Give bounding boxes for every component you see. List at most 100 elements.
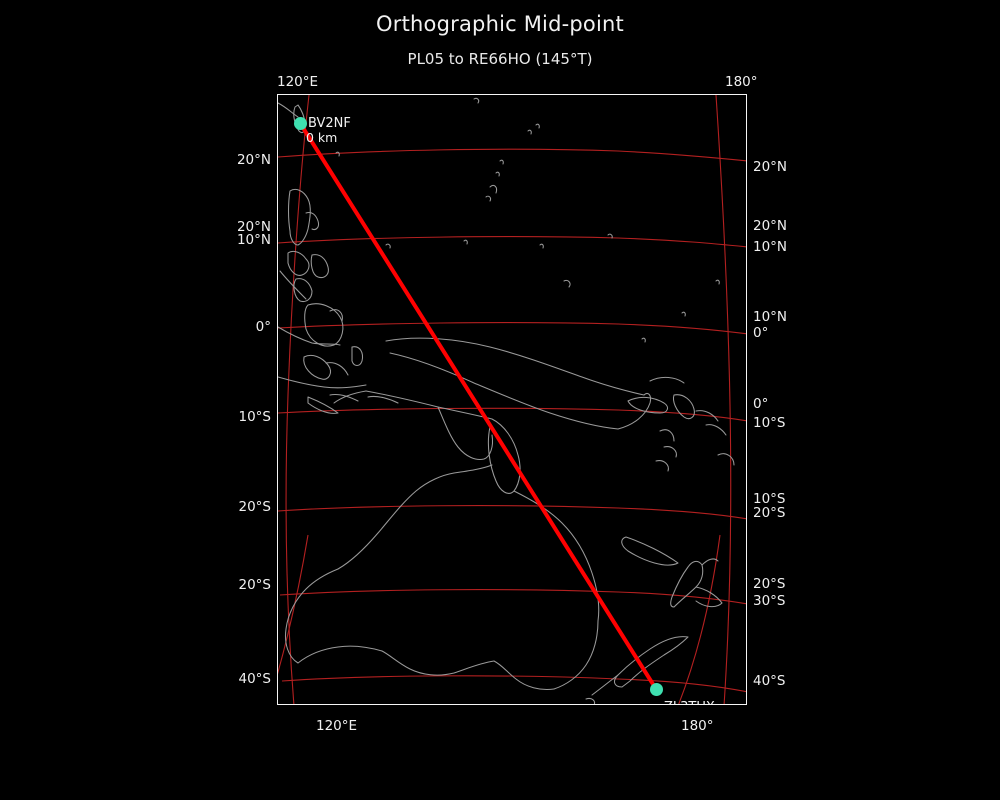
coast-borneo-ne — [278, 326, 341, 346]
marker-endpoint-b[interactable] — [649, 682, 663, 696]
coast-philippines-mid — [287, 250, 310, 276]
axis-tick-right-5: 0° — [753, 396, 769, 412]
marker-label-b: ZL3TUX — [664, 700, 715, 704]
coast-nz-stewart — [585, 697, 596, 704]
coast-nz-south — [613, 636, 689, 688]
axis-tick-left-4: 10°S — [238, 409, 272, 425]
coast-mariana-2 — [527, 129, 532, 135]
coast-lesser-sunda-1 — [329, 393, 359, 402]
coast-solomons-2 — [705, 424, 727, 436]
meridian-130e — [278, 534, 309, 675]
coastlines-group — [278, 97, 735, 704]
axis-tick-right-10: 30°S — [753, 593, 786, 609]
axis-tick-left-2: 10°N — [236, 232, 271, 248]
coast-sulawesi-arm — [325, 362, 349, 376]
axis-tick-right-4: 0° — [753, 325, 769, 341]
coast-mariana-5 — [489, 184, 498, 194]
coast-mariana-6 — [485, 195, 492, 202]
coast-newcaledonia — [621, 536, 679, 566]
coast-australia-e — [553, 620, 599, 690]
axis-tick-right-0: 20°N — [753, 159, 788, 175]
marker-endpoint-a[interactable] — [293, 116, 307, 130]
coast-australia-se — [493, 660, 555, 690]
coast-small-1 — [335, 151, 340, 157]
coast-new-ireland — [649, 376, 685, 384]
coast-china-se — [278, 102, 299, 118]
coast-nz-north-2 — [695, 586, 723, 608]
coast-small-2 — [473, 97, 480, 104]
latitude-line-40s — [281, 675, 746, 693]
coast-java-bali — [278, 376, 367, 389]
great-circle-path — [298, 121, 658, 691]
coast-nz-north-3 — [701, 558, 719, 566]
axis-tick-right-9: 20°S — [753, 576, 786, 592]
axis-tick-left-3: 0° — [255, 319, 271, 335]
figure-subtitle: PL05 to RE66HO (145°T) — [407, 50, 593, 68]
axis-label-top-right: 180° — [725, 74, 758, 90]
coast-australia-w — [285, 568, 339, 664]
figure-title: Orthographic Mid-point — [376, 12, 624, 36]
coast-lesser-sunda-2 — [367, 395, 399, 404]
axis-tick-left-0: 20°N — [236, 152, 271, 168]
coast-solomons-1 — [695, 410, 719, 422]
latitude-line-10s — [278, 407, 746, 422]
axis-tick-right-2: 10°N — [753, 239, 788, 255]
coast-philippines-samar — [310, 254, 329, 278]
coast-palawan — [279, 270, 307, 300]
axis-tick-right-3: 10°N — [753, 309, 788, 325]
coast-luzon-detail — [305, 211, 320, 231]
coast-mariana-3 — [499, 159, 504, 165]
coast-australia-bight — [297, 645, 383, 664]
axis-label-bottom-left: 120°E — [316, 718, 358, 734]
coast-australia-nw2 — [453, 464, 493, 474]
coast-caroline-1 — [463, 239, 468, 245]
coast-fiji — [717, 453, 735, 466]
axis-tick-right-1: 20°N — [753, 218, 788, 234]
meridian-180 — [715, 95, 732, 704]
coast-papua-south — [389, 352, 619, 430]
graticule-group — [278, 95, 746, 704]
coast-palau — [385, 243, 391, 249]
coast-caroline-3 — [607, 233, 613, 239]
coast-nauru — [681, 311, 686, 317]
axis-tick-right-7: 10°S — [753, 491, 786, 507]
axis-tick-left-6: 20°S — [238, 577, 272, 593]
axis-tick-left-7: 40°S — [238, 671, 272, 687]
marker-label-a: BV2NF — [308, 116, 351, 131]
axis-tick-right-8: 20°S — [753, 505, 786, 521]
map-plot-area[interactable]: BV2NF 0 km ZL3TUX 9,274 km — [277, 94, 747, 705]
coast-vanuatu-2 — [663, 446, 677, 458]
axis-label-bottom-right: 180° — [681, 718, 714, 734]
coast-new-britain — [627, 396, 668, 414]
coast-vanuatu-3 — [655, 460, 669, 472]
coast-australia-ne — [513, 490, 600, 622]
meridian-170e — [678, 534, 721, 704]
coast-small-4 — [715, 279, 720, 285]
meridian-120e — [285, 95, 310, 704]
latitude-line-0 — [278, 322, 746, 335]
coast-sulawesi — [303, 354, 331, 380]
coast-truk — [563, 279, 571, 288]
latitude-line-20s — [278, 505, 746, 520]
map-canvas — [278, 95, 746, 704]
coast-papua-tail — [617, 392, 652, 430]
coast-mariana-1 — [535, 123, 540, 129]
latitude-line-20n — [278, 148, 746, 162]
coast-australia-nw — [337, 472, 455, 570]
coast-philippines-panay — [293, 278, 313, 302]
coast-papua-north — [385, 337, 645, 396]
coast-nz-north — [670, 560, 704, 608]
axis-tick-left-5: 20°S — [238, 499, 272, 515]
coast-australia-s — [381, 650, 495, 676]
coast-small-3 — [641, 337, 646, 343]
latitude-line-10n — [278, 236, 746, 248]
latitude-line-30s — [279, 589, 746, 605]
coast-luzon — [287, 188, 311, 246]
marker-distance-a: 0 km — [306, 130, 338, 145]
coast-bougainville — [673, 394, 695, 420]
axis-tick-right-6: 10°S — [753, 415, 786, 431]
coast-timor — [307, 396, 339, 414]
coast-mindanao-detail — [329, 309, 343, 322]
coast-australia-wa-top — [333, 390, 367, 404]
